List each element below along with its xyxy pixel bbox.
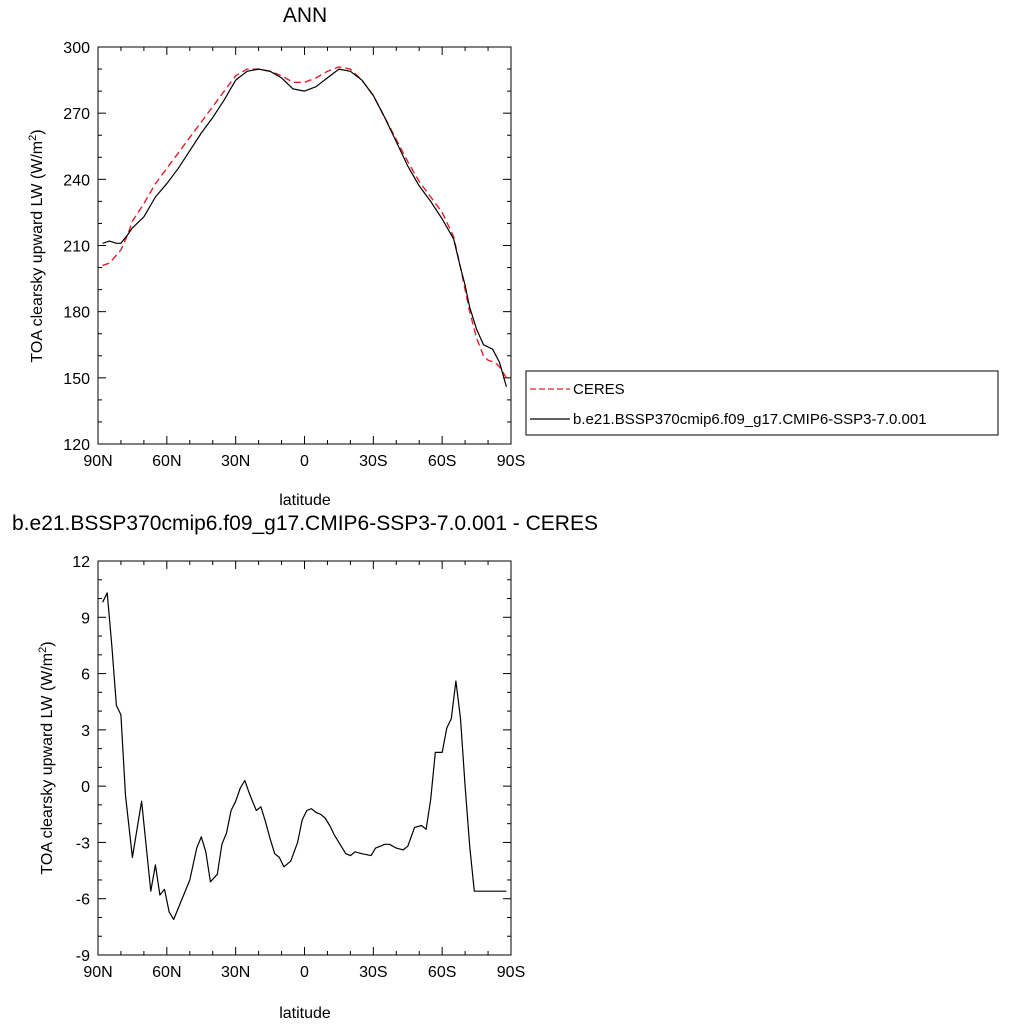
bottom-panel: b.e21.BSSP370cmip6.f09_g17.CMIP6-SSP3-7.… [12, 512, 598, 1022]
bottom-ticks: 90N 60N 30N 0 30S 60S 90S -9 -6 -3 0 3 6 9 12 [72, 554, 525, 981]
top-y-axis-label-sup: 2 [27, 135, 39, 141]
bottom-y-tick-label: 0 [81, 779, 90, 796]
top-panel: ANN 90N 60N 30N 0 30S 60S 90S 120 150 180 210 240 27… [27, 4, 999, 509]
bottom-y-tick-label: -9 [76, 948, 90, 965]
bottom-y-tick-label: -3 [76, 835, 90, 852]
top-y-axis-label-main: TOA clearsky upward LW (W/m [29, 141, 46, 363]
bottom-y-tick-label: 9 [81, 610, 90, 627]
top-y-tick-label: 300 [63, 40, 90, 57]
top-x-tick-label: 0 [300, 453, 309, 470]
bottom-y-tick-label: 3 [81, 723, 90, 740]
bottom-x-tick-label: 0 [300, 964, 309, 981]
legend-label-model: b.e21.BSSP370cmip6.f09_g17.CMIP6-SSP3-7.… [573, 411, 927, 428]
legend-label-ceres: CERES [573, 381, 625, 398]
bottom-plot-frame [97, 560, 512, 956]
bottom-y-axis-label: TOA clearsky upward LW (W/m2) [37, 641, 56, 874]
top-y-tick-label: 240 [63, 172, 90, 189]
legend: CERES b.e21.BSSP370cmip6.f09_g17.CMIP6-S… [525, 370, 999, 436]
bottom-chart-title: b.e21.BSSP370cmip6.f09_g17.CMIP6-SSP3-7.… [12, 512, 598, 535]
top-y-tick-label: 270 [63, 106, 90, 123]
top-x-tick-label: 30S [359, 453, 387, 470]
bottom-x-tick-label: 90N [83, 964, 112, 981]
bottom-x-tick-label: 90S [497, 964, 525, 981]
top-chart-title: ANN [283, 4, 327, 27]
bottom-x-tick-label: 30N [221, 964, 250, 981]
top-x-axis-label: latitude [279, 492, 331, 509]
top-y-axis-label: TOA clearsky upward LW (W/m2) [27, 129, 46, 362]
bottom-y-tick-label: 6 [81, 667, 90, 684]
bottom-x-tick-label: 30S [359, 964, 387, 981]
top-y-tick-label: 120 [63, 437, 90, 454]
top-y-axis-label-close: ) [29, 129, 46, 134]
bottom-y-axis-label-main: TOA clearsky upward LW (W/m [39, 653, 56, 875]
top-x-tick-label: 60S [428, 453, 456, 470]
bottom-y-tick-label: -6 [76, 892, 90, 909]
top-y-tick-label: 210 [63, 239, 90, 256]
top-y-tick-label: 180 [63, 305, 90, 322]
top-plot-frame [97, 46, 512, 445]
bottom-x-tick-label: 60S [428, 964, 456, 981]
bottom-x-axis-label: latitude [279, 1005, 331, 1022]
bottom-series-line-model [102, 592, 507, 921]
top-x-tick-label: 60N [152, 453, 181, 470]
bottom-y-axis-label-close: ) [39, 641, 56, 646]
top-series [102, 66, 507, 387]
top-series-line-model [102, 68, 507, 387]
bottom-x-tick-label: 60N [152, 964, 181, 981]
top-x-tick-label: 90S [497, 453, 525, 470]
top-y-tick-label: 150 [63, 371, 90, 388]
legend-frame [525, 370, 999, 436]
top-x-tick-label: 90N [83, 453, 112, 470]
top-ticks: 90N 60N 30N 0 30S 60S 90S 120 150 180 210 240 270 300 [63, 40, 525, 470]
bottom-y-axis-label-sup: 2 [37, 647, 49, 653]
top-series-line-ceres [102, 66, 507, 379]
bottom-series [102, 592, 507, 921]
bottom-y-tick-label: 12 [72, 554, 90, 571]
top-x-tick-label: 30N [221, 453, 250, 470]
